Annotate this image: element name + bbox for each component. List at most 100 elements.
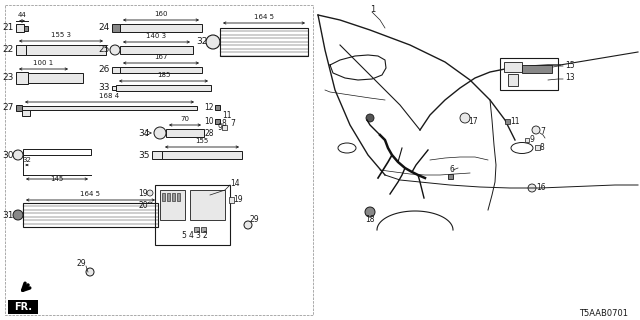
Text: 30: 30 (3, 150, 14, 159)
Bar (16, 72, 28, 84)
Text: 8: 8 (222, 119, 227, 129)
Bar (112, 24, 120, 32)
Bar (120, 24, 202, 32)
Text: 29: 29 (250, 215, 260, 225)
Text: 11: 11 (510, 117, 520, 126)
Text: 21: 21 (3, 23, 14, 33)
Text: 185: 185 (157, 72, 170, 78)
Bar (201, 227, 206, 232)
Text: 7: 7 (230, 119, 235, 129)
Text: T5AAB0701: T5AAB0701 (579, 309, 628, 318)
Text: 17: 17 (468, 117, 477, 126)
Bar (152, 151, 162, 159)
Bar (112, 67, 120, 73)
Bar (166, 129, 204, 137)
Text: 32: 32 (196, 37, 208, 46)
Bar (229, 197, 234, 203)
Bar (215, 119, 220, 124)
Circle shape (110, 45, 120, 55)
Text: 35: 35 (138, 150, 150, 159)
Text: 31: 31 (3, 211, 14, 220)
Circle shape (147, 190, 153, 196)
Bar (22, 110, 30, 116)
Text: 8: 8 (540, 143, 545, 153)
Circle shape (206, 35, 220, 49)
Bar (177, 193, 180, 201)
Text: 14: 14 (230, 179, 239, 188)
Text: 27: 27 (3, 103, 14, 113)
Bar (522, 65, 552, 73)
Text: 19: 19 (233, 196, 243, 204)
Circle shape (365, 207, 375, 217)
Bar (162, 151, 242, 159)
Bar (116, 85, 211, 91)
Text: 13: 13 (565, 74, 575, 83)
Text: 16: 16 (536, 183, 546, 193)
Circle shape (532, 126, 540, 134)
Bar (16, 45, 26, 55)
Text: 15: 15 (565, 60, 575, 69)
Text: 28: 28 (205, 130, 214, 139)
Text: 100 1: 100 1 (33, 60, 54, 66)
Circle shape (154, 127, 166, 139)
Text: 155 3: 155 3 (51, 32, 71, 38)
Bar (525, 138, 529, 142)
Text: 70: 70 (180, 116, 189, 122)
Bar (28, 73, 83, 83)
Text: 2: 2 (203, 230, 207, 239)
Circle shape (366, 114, 374, 122)
Text: 164 5: 164 5 (81, 191, 100, 197)
Bar (26, 45, 106, 55)
Bar (120, 67, 202, 73)
Bar (190, 190, 225, 220)
Bar (162, 193, 165, 201)
Text: 155: 155 (195, 138, 209, 144)
Circle shape (13, 210, 23, 220)
Text: 5: 5 (182, 230, 186, 239)
Text: 3: 3 (196, 230, 200, 239)
Circle shape (460, 113, 470, 123)
Text: 33: 33 (99, 84, 110, 92)
Circle shape (528, 184, 536, 192)
Bar (24, 26, 28, 30)
Text: 4: 4 (189, 230, 193, 239)
Bar (535, 145, 540, 150)
Circle shape (13, 150, 23, 160)
Bar (508, 74, 518, 86)
Text: 1: 1 (370, 5, 375, 14)
Text: 22: 22 (3, 45, 14, 54)
Text: 19: 19 (138, 188, 148, 197)
Bar (505, 119, 510, 124)
Bar (172, 193, 175, 201)
Bar (500, 58, 558, 90)
Text: 164 5: 164 5 (254, 14, 274, 20)
Bar (16, 105, 22, 111)
Text: 24: 24 (99, 23, 110, 33)
Text: 34: 34 (139, 129, 150, 138)
Text: 23: 23 (3, 74, 14, 83)
Bar (167, 193, 170, 201)
Text: FR.: FR. (14, 302, 32, 312)
Bar (222, 125, 227, 130)
Circle shape (147, 202, 153, 208)
Bar (5, 5, 313, 315)
Text: 9: 9 (218, 124, 223, 132)
Text: 167: 167 (154, 54, 168, 60)
Bar (22, 106, 197, 110)
Text: 12: 12 (205, 103, 214, 113)
Bar (23, 203, 158, 227)
Bar (194, 227, 199, 232)
Text: 6: 6 (450, 165, 455, 174)
Bar (120, 46, 193, 54)
Text: 7: 7 (540, 127, 545, 137)
Bar (448, 174, 453, 179)
Bar (504, 62, 522, 72)
Text: 44: 44 (18, 12, 26, 18)
Text: 20: 20 (138, 201, 148, 210)
Text: 140 3: 140 3 (147, 33, 166, 39)
Bar (155, 185, 230, 245)
Bar (8, 300, 38, 314)
Text: 10: 10 (204, 117, 214, 126)
Text: 145: 145 (51, 176, 63, 182)
Circle shape (244, 221, 252, 229)
